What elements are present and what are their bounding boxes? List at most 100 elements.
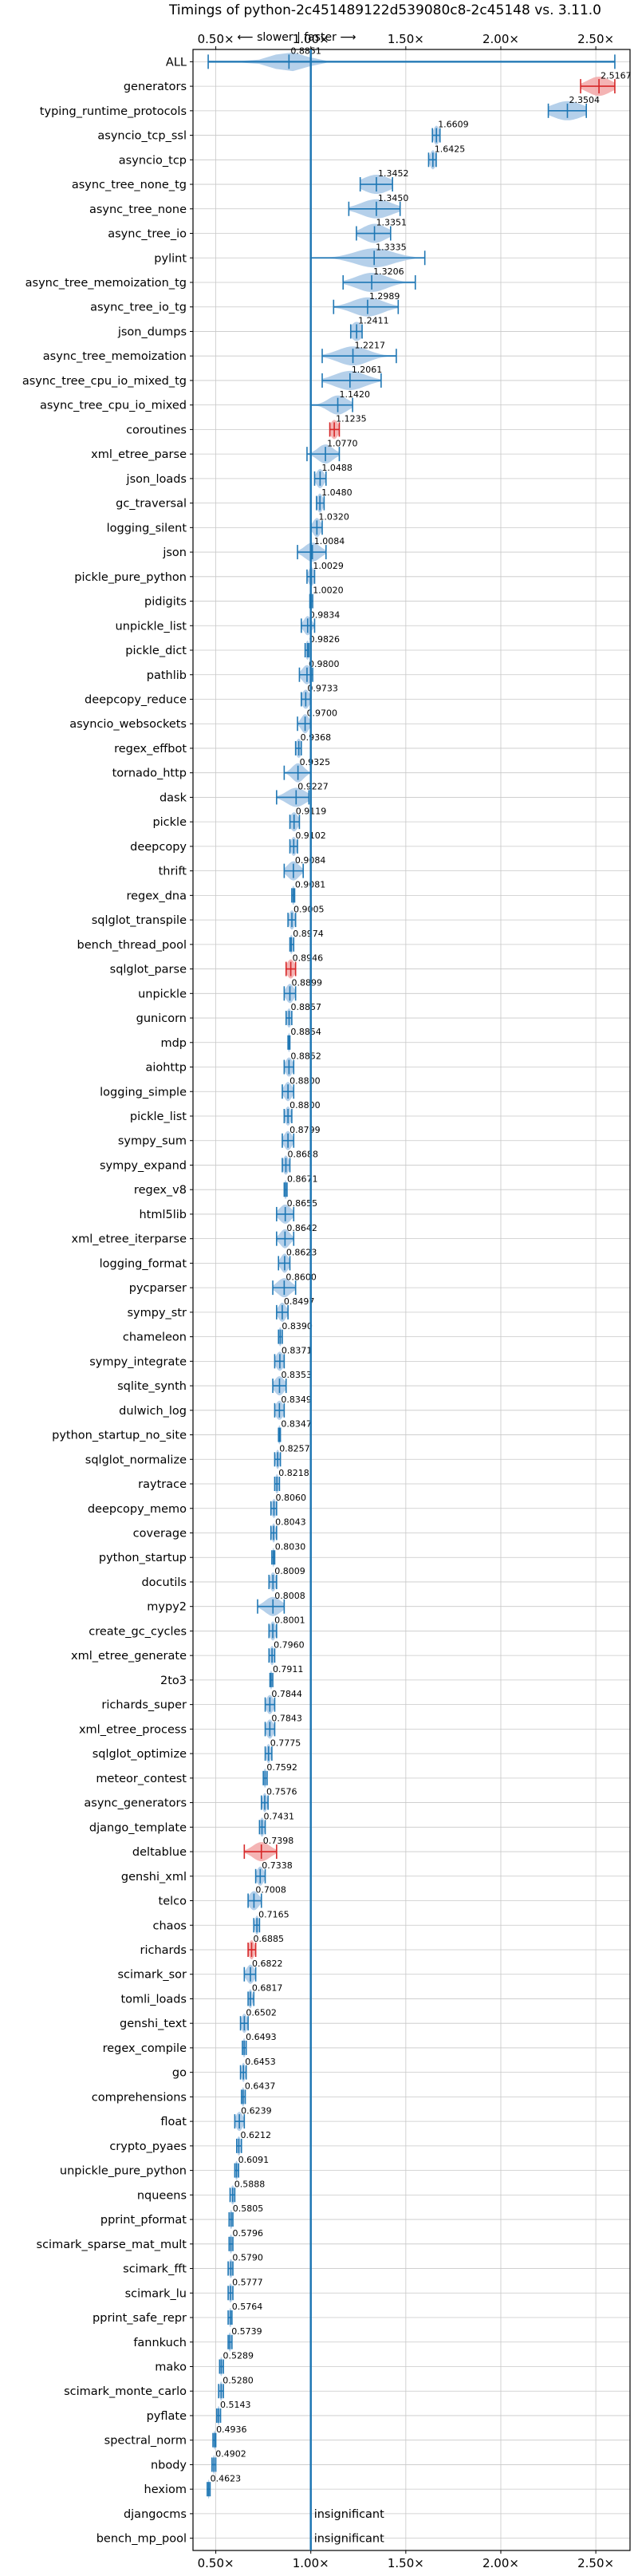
value-label: 0.5790	[232, 2253, 263, 2263]
value-label: 0.4623	[211, 2473, 242, 2483]
value-label: 0.8688	[287, 1150, 318, 1160]
value-label: 0.9826	[309, 634, 341, 645]
value-label: 0.7911	[273, 1664, 304, 1675]
value-label: 1.0320	[318, 512, 349, 523]
benchmark-label: unpickle_pure_python	[60, 2165, 187, 2178]
value-label: 0.8060	[275, 1493, 306, 1503]
value-label: 1.3351	[376, 218, 408, 228]
value-label: 0.9005	[293, 904, 325, 914]
benchmark-label: mypy2	[147, 1601, 187, 1614]
benchmark-label: asyncio_tcp_ssl	[97, 130, 187, 143]
value-label: 0.9227	[297, 782, 329, 792]
x-axis-ticks: 0.50× 0.50× 1.00× 1.00× 1.50× 1.50× 2.00× 2.00×…	[190, 32, 614, 2570]
benchmark-label: html5lib	[139, 1209, 187, 1221]
benchmark-label: nqueens	[137, 2189, 187, 2202]
value-label: 1.2989	[369, 291, 400, 302]
benchmark-label: pathlib	[147, 669, 187, 682]
value-label: 0.8043	[275, 1517, 306, 1528]
benchmark-label: pickle_list	[130, 1110, 187, 1123]
value-label: 0.8008	[274, 1591, 305, 1601]
value-label: 0.9834	[309, 609, 341, 620]
value-label: 0.7338	[262, 1860, 293, 1871]
benchmark-label: deepcopy_memo	[88, 1503, 187, 1516]
x-tick-label-top: 1.50×	[388, 32, 424, 46]
benchmark-label: chaos	[153, 1919, 187, 1932]
value-label: 0.5143	[220, 2400, 251, 2410]
benchmark-label: genshi_xml	[121, 1871, 187, 1884]
x-tick-label-bottom: 1.00×	[293, 2556, 329, 2570]
value-label: 0.8001	[274, 1615, 305, 1626]
value-label: 0.7960	[274, 1639, 305, 1650]
benchmark-label: docutils	[141, 1576, 187, 1589]
value-label: 0.8851	[290, 46, 321, 57]
benchmark-label: richards	[140, 1944, 187, 1957]
benchmark-label: gunicorn	[136, 1012, 187, 1025]
value-label: 1.0770	[327, 438, 358, 448]
benchmark-label: bench_thread_pool	[77, 939, 187, 952]
benchmark-label: xml_etree_process	[79, 1723, 187, 1736]
benchmark-label: sqlite_synth	[117, 1380, 187, 1393]
value-label: 0.6239	[241, 2105, 272, 2116]
value-label: 0.7431	[264, 1811, 295, 1821]
benchmark-label: regex_v8	[134, 1184, 187, 1197]
value-label: 0.6885	[254, 1934, 285, 1944]
value-label: 0.8353	[281, 1370, 312, 1380]
x-tick-label-top: 2.50×	[577, 32, 614, 46]
benchmark-label: richards_super	[101, 1699, 187, 1712]
value-label: 0.8854	[290, 1027, 321, 1037]
benchmark-label: comprehensions	[92, 2091, 187, 2104]
benchmark-label: float	[160, 2116, 187, 2128]
value-label: 0.7843	[271, 1714, 302, 1724]
benchmark-label: async_tree_cpu_io_mixed_tg	[22, 375, 187, 388]
benchmark-label: spectral_norm	[104, 2435, 187, 2448]
benchmark-label: json_dumps	[117, 325, 187, 338]
value-label: 0.5796	[233, 2228, 264, 2239]
benchmark-label: scimark_sparse_mat_mult	[37, 2239, 187, 2251]
benchmark-label: tomli_loads	[120, 1993, 187, 2006]
value-label: 0.9368	[301, 732, 332, 743]
benchmark-label: chameleon	[123, 1331, 187, 1344]
benchmark-label: coverage	[133, 1527, 187, 1540]
value-label: 0.8257	[279, 1443, 310, 1454]
x-tick-label-top: 0.50×	[198, 32, 234, 46]
benchmark-label: regex_effbot	[114, 743, 187, 755]
benchmark-label: telco	[159, 1896, 187, 1908]
benchmark-label: deepcopy	[130, 841, 187, 854]
benchmark-label: ALL	[166, 56, 187, 69]
value-label: 0.6437	[245, 2081, 276, 2092]
value-label: 2.5167	[601, 70, 632, 81]
benchmark-label: go	[172, 2067, 187, 2080]
benchmark-label: async_tree_none_tg	[72, 179, 187, 191]
benchmark-label: hexiom	[144, 2483, 187, 2496]
chart-title: Timings of python-2c451489122d539080c8-2…	[168, 2, 601, 18]
value-label: 0.6493	[246, 2032, 277, 2042]
x-tick-label-bottom: 0.50×	[198, 2556, 234, 2570]
value-label: 0.7008	[255, 1885, 286, 1896]
benchmark-label: python_startup	[99, 1552, 187, 1564]
benchmark-label: xml_etree_iterparse	[72, 1233, 187, 1246]
benchmark-label: deepcopy_reduce	[85, 693, 187, 706]
benchmark-label: generators	[124, 81, 187, 93]
x-tick-label-top: 2.00×	[482, 32, 519, 46]
value-label: 0.8390	[282, 1321, 313, 1331]
plot-frame	[192, 49, 631, 2551]
x-tick-label-bottom: 2.50×	[577, 2556, 614, 2570]
benchmark-label: scimark_lu	[125, 2287, 187, 2300]
value-label: 0.8800	[289, 1100, 321, 1110]
benchmark-label: create_gc_cycles	[89, 1625, 187, 1638]
value-label: 0.8030	[275, 1541, 306, 1552]
x-tick-label-bottom: 2.00×	[482, 2556, 519, 2570]
value-label: 0.8497	[284, 1296, 315, 1307]
value-label: 1.0084	[314, 536, 345, 546]
value-label: 0.9733	[307, 684, 338, 694]
benchmark-label: pickle_pure_python	[74, 571, 187, 584]
value-label: 1.0020	[313, 586, 344, 596]
value-label: 0.8655	[287, 1198, 318, 1209]
value-label: 0.8852	[290, 1051, 321, 1062]
value-label: 1.1235	[336, 414, 367, 424]
value-label: 0.5888	[234, 2180, 266, 2190]
benchmark-label: sympy_integrate	[89, 1355, 187, 1368]
benchmark-label: pickle	[152, 816, 187, 829]
benchmark-label: xml_etree_generate	[71, 1650, 187, 1663]
